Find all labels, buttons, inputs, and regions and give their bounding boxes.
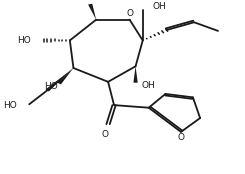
Text: OH: OH — [152, 2, 166, 11]
Text: HO: HO — [44, 82, 58, 91]
Polygon shape — [57, 68, 74, 84]
Text: HO: HO — [3, 101, 17, 110]
Text: O: O — [177, 133, 184, 142]
Polygon shape — [46, 68, 74, 92]
Text: O: O — [102, 130, 109, 140]
Polygon shape — [134, 66, 138, 83]
Polygon shape — [88, 4, 96, 20]
Text: OH: OH — [142, 81, 155, 90]
Text: O: O — [127, 9, 134, 18]
Text: HO: HO — [17, 36, 31, 45]
